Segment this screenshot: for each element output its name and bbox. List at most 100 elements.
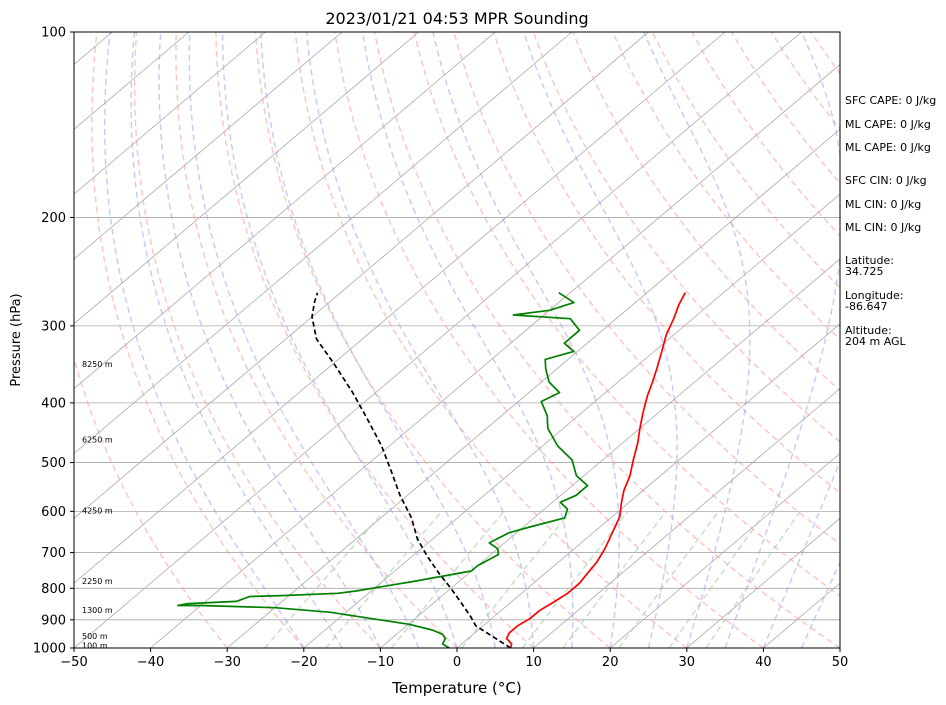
y-tick-label: 800 bbox=[41, 582, 66, 597]
info-panel: SFC CAPE: 0 J/kg ML CAPE: 0 J/kg ML CAPE… bbox=[845, 94, 936, 348]
dry-adiabat-line bbox=[294, 32, 688, 648]
dry-adiabat-line bbox=[373, 32, 840, 648]
y-tick-label: 400 bbox=[41, 396, 66, 411]
dry-adiabat-line bbox=[572, 32, 840, 392]
x-axis-label: Temperature (°C) bbox=[391, 679, 521, 697]
mixing-ratio-line bbox=[562, 510, 667, 648]
mixing-ratio-line bbox=[705, 510, 801, 648]
moist-adiabat-line bbox=[130, 32, 343, 648]
height-label: 4250 m bbox=[82, 506, 113, 515]
dry-adiabat-line bbox=[453, 32, 840, 546]
y-tick-label: 900 bbox=[41, 613, 66, 628]
isotherm-line bbox=[74, 32, 649, 519]
height-label: 1300 m bbox=[82, 606, 113, 615]
y-tick-label: 700 bbox=[41, 546, 66, 561]
mixing-ratio-line bbox=[461, 510, 572, 648]
isotherm-line bbox=[609, 452, 840, 648]
longitude-label: Longitude: bbox=[845, 289, 903, 302]
dewpoint-profile-line bbox=[177, 291, 589, 648]
isotherm-line bbox=[74, 32, 496, 390]
x-tick-label: −40 bbox=[137, 655, 164, 670]
x-tick-label: −50 bbox=[60, 655, 87, 670]
x-tick-label: 30 bbox=[679, 655, 696, 670]
dry-adiabat-line bbox=[611, 32, 840, 341]
dry-adiabat-line bbox=[215, 32, 535, 648]
isotherm-line bbox=[74, 32, 573, 454]
chart-title: 2023/01/21 04:53 MPR Sounding bbox=[325, 9, 588, 28]
sfc-cin-text: SFC CIN: 0 J/kg bbox=[845, 174, 927, 187]
y-tick-label: 100 bbox=[41, 26, 66, 41]
sfc-cape-text: SFC CAPE: 0 J/kg bbox=[845, 94, 936, 107]
dry-adiabat-line bbox=[413, 32, 840, 597]
isotherm-line bbox=[74, 32, 802, 648]
parcel-profile-line bbox=[311, 292, 512, 648]
y-tick-label: 200 bbox=[41, 211, 66, 226]
dry-adiabat-line bbox=[74, 356, 228, 648]
moist-adiabat-line bbox=[432, 32, 620, 648]
x-tick-label: −10 bbox=[367, 655, 394, 670]
ml-cin-text-1: ML CIN: 0 J/kg bbox=[845, 198, 921, 211]
height-label: 8250 m bbox=[82, 360, 113, 369]
moist-adiabat-line bbox=[305, 32, 535, 648]
dry-adiabat-line bbox=[651, 32, 840, 289]
x-tick-label: 20 bbox=[602, 655, 619, 670]
x-tick-label: −30 bbox=[213, 655, 240, 670]
moist-adiabat-line bbox=[104, 32, 305, 648]
moist-adiabat-line bbox=[260, 32, 496, 648]
latitude-value: 34.725 bbox=[845, 265, 884, 278]
isotherm-line bbox=[74, 32, 266, 195]
isotherm-line bbox=[150, 63, 840, 648]
moist-adiabat-line bbox=[523, 32, 678, 648]
data-lines bbox=[177, 291, 686, 648]
y-tick-label: 500 bbox=[41, 456, 66, 471]
y-axis-ticks: 100 200 300 400 500 600 700 800 900 1000 bbox=[33, 26, 74, 657]
y-tick-label: 1000 bbox=[33, 642, 66, 657]
altitude-value: 204 m AGL bbox=[845, 335, 907, 348]
latitude-label: Latitude: bbox=[845, 254, 894, 267]
moist-adiabat-line bbox=[188, 32, 420, 648]
isotherm-line bbox=[74, 32, 726, 584]
moist-adiabat-line bbox=[361, 32, 574, 648]
mixing-ratio-line bbox=[390, 510, 505, 648]
isotherm-line bbox=[226, 128, 840, 648]
isotherm-line bbox=[74, 32, 419, 325]
x-tick-label: 10 bbox=[525, 655, 542, 670]
mixing-ratio-line bbox=[668, 510, 767, 648]
y-tick-label: 300 bbox=[41, 319, 66, 334]
height-label: 6250 m bbox=[82, 436, 113, 445]
isotherm-line bbox=[303, 193, 840, 648]
y-tick-label: 600 bbox=[41, 505, 66, 520]
height-label: 100 m bbox=[82, 641, 108, 650]
x-axis-ticks: −50 −40 −30 −20 −10 0 10 20 30 40 50 bbox=[60, 648, 848, 670]
longitude-value: -86.647 bbox=[845, 300, 887, 313]
y-axis-label: Pressure (hPa) bbox=[9, 293, 24, 386]
dry-adiabat-line bbox=[133, 32, 381, 648]
height-label: 2250 m bbox=[82, 577, 113, 586]
mixing-ratio-line bbox=[264, 510, 385, 648]
isotherm-line bbox=[380, 258, 840, 648]
dry-adiabat-line bbox=[492, 32, 840, 494]
dry-adiabat-line bbox=[532, 32, 840, 443]
mixing-ratio-line bbox=[618, 510, 720, 648]
x-tick-label: 40 bbox=[755, 655, 772, 670]
isotherm-line bbox=[686, 517, 840, 648]
ml-cin-text-2: ML CIN: 0 J/kg bbox=[845, 221, 921, 234]
x-tick-label: 50 bbox=[832, 655, 849, 670]
x-tick-label: −20 bbox=[290, 655, 317, 670]
isotherm-line bbox=[456, 323, 840, 648]
temperature-profile-line bbox=[505, 292, 686, 648]
dry-adiabat-line bbox=[91, 32, 305, 648]
isotherm-line bbox=[533, 388, 840, 648]
mixing-ratio-line bbox=[521, 510, 629, 648]
ml-cape-text-1: ML CAPE: 0 J/kg bbox=[845, 118, 931, 131]
moist-adiabat-line bbox=[762, 460, 840, 648]
height-label: 500 m bbox=[82, 632, 108, 641]
isotherm-line bbox=[74, 32, 343, 260]
background-lines bbox=[74, 32, 840, 648]
moist-adiabat-line bbox=[158, 32, 382, 648]
ml-cape-text-2: ML CAPE: 0 J/kg bbox=[845, 141, 931, 154]
dry-adiabat-line bbox=[334, 32, 764, 648]
